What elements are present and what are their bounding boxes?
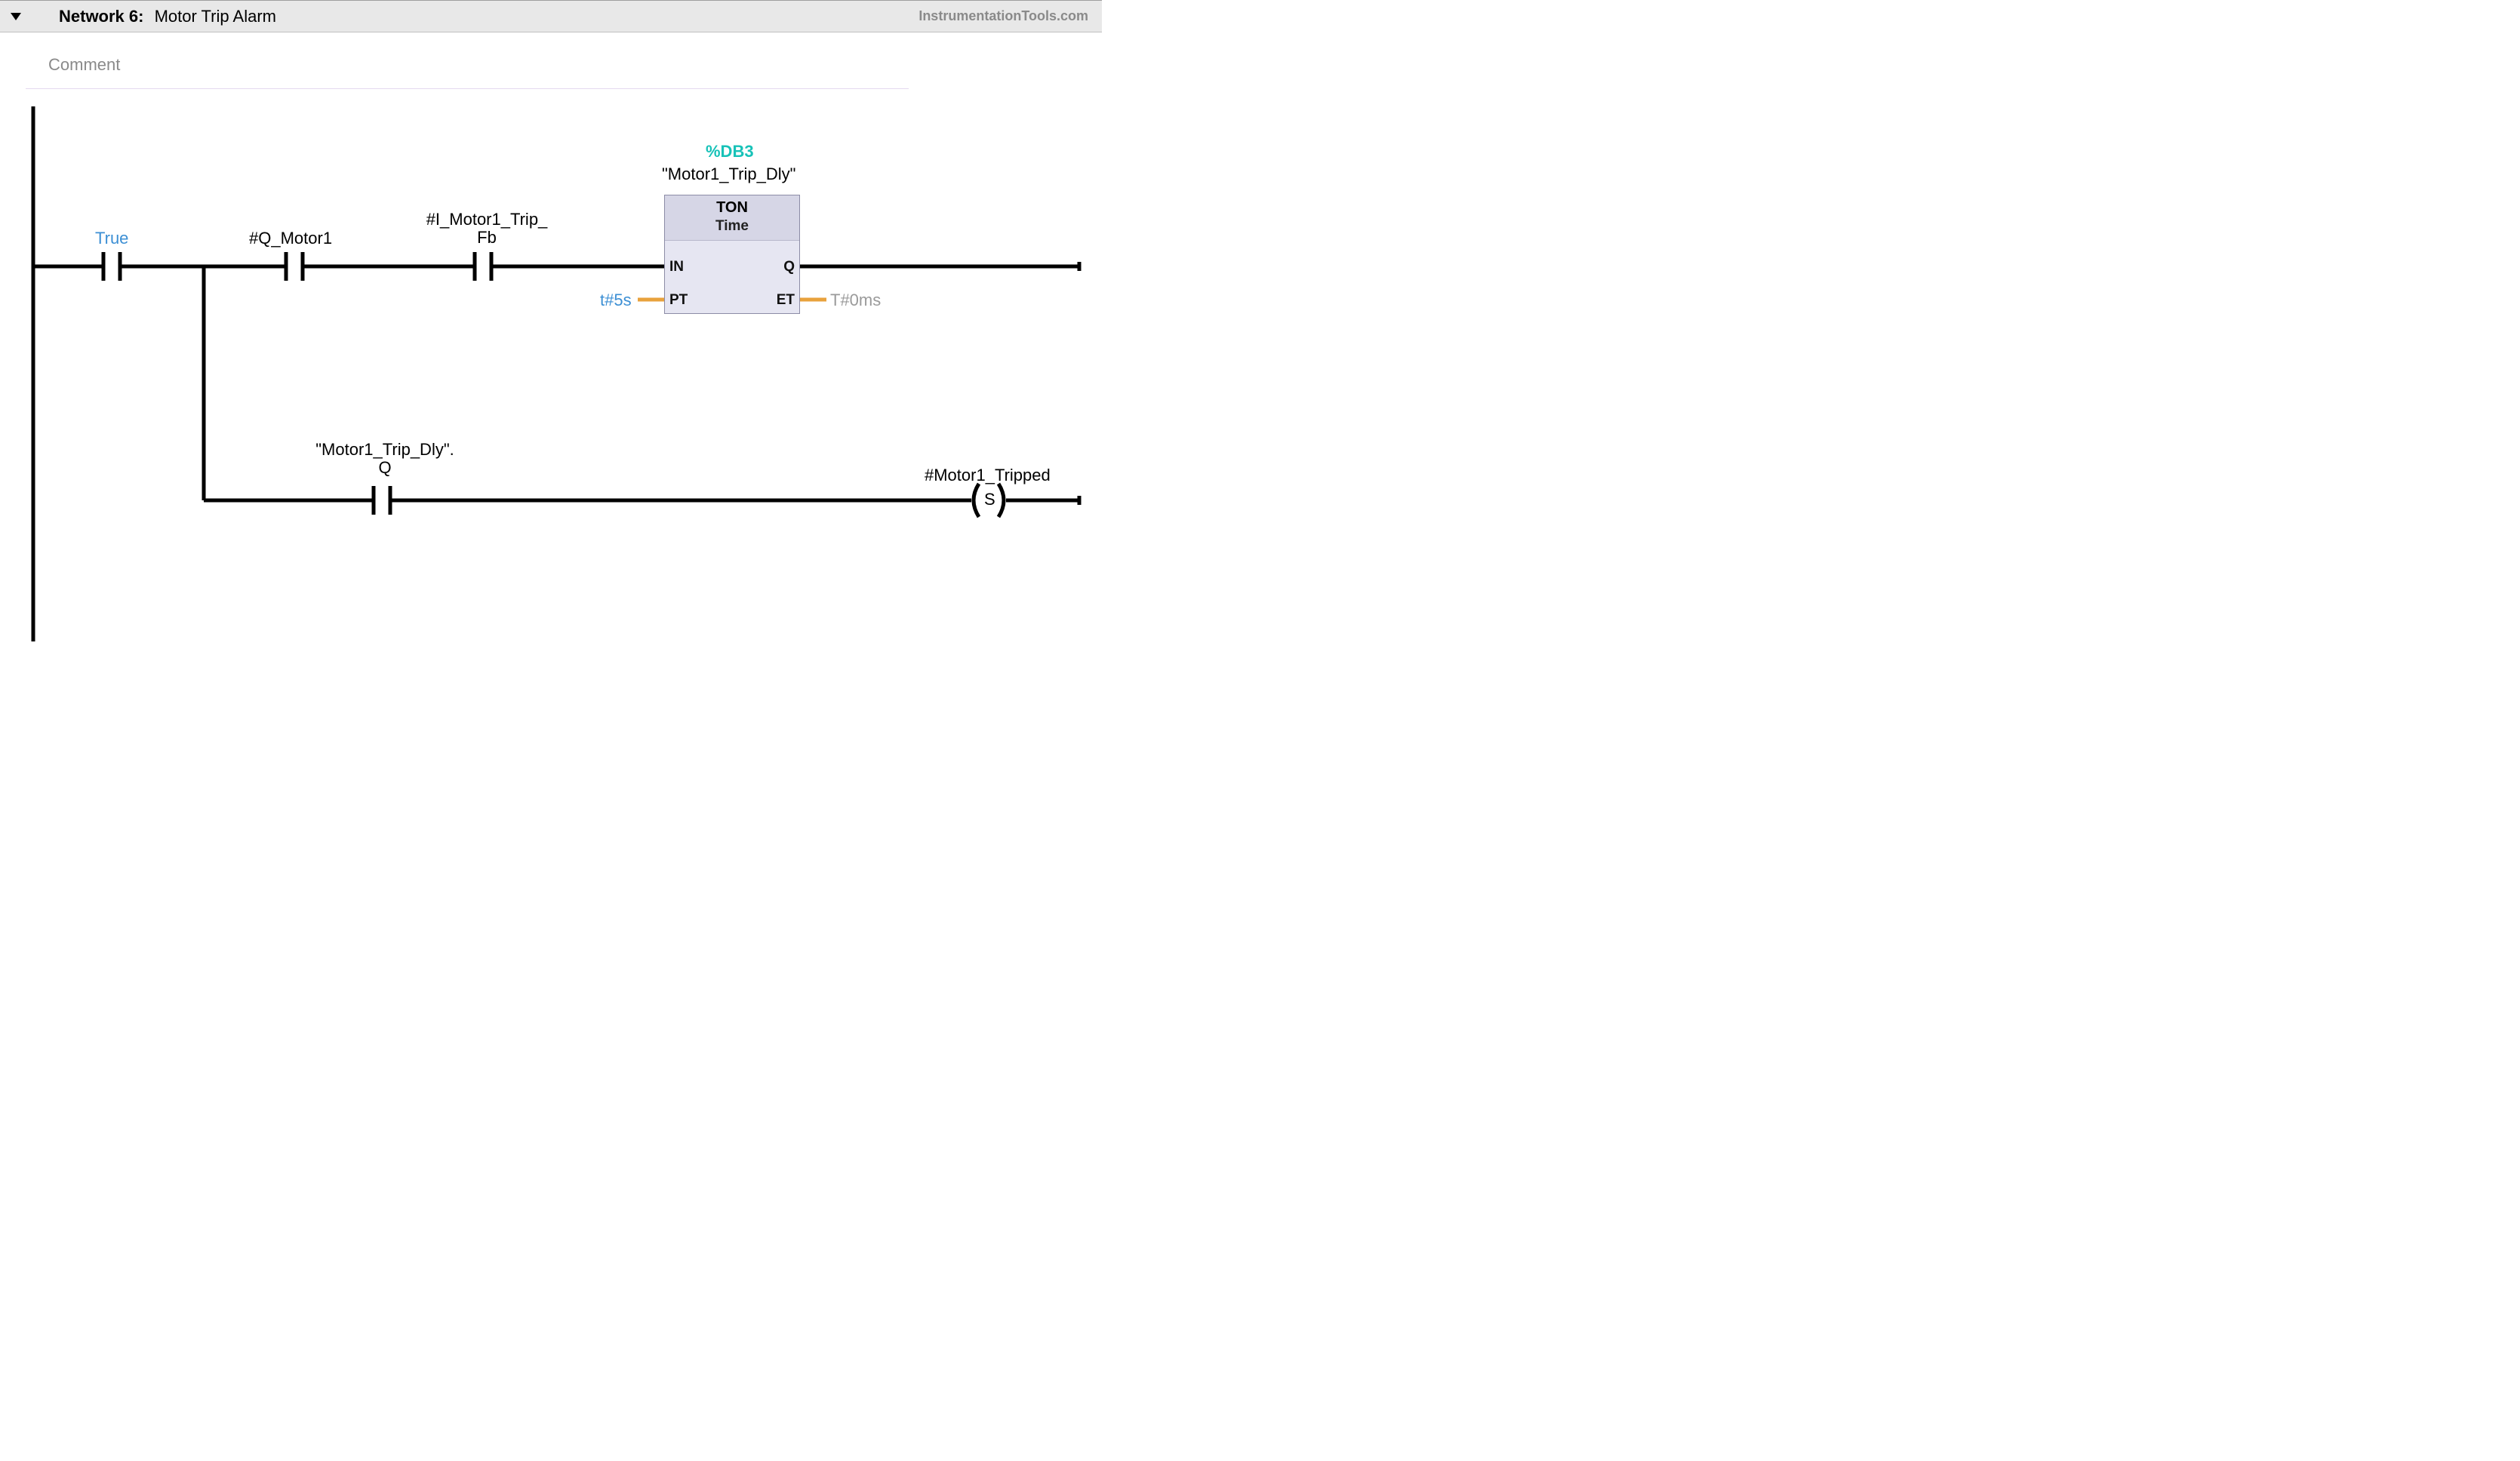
coil-motor-tripped-label: #Motor1_Tripped [925, 466, 1051, 485]
ton-pin-pt: PT [669, 292, 688, 309]
coil-s-letter: S [984, 490, 995, 509]
ladder-diagram: True #Q_Motor1 #I_Motor1_Trip_ Fb %DB3 "… [0, 99, 1102, 641]
comment-separator [26, 88, 909, 89]
network-number: Network 6: [59, 7, 143, 26]
ton-db-label: %DB3 [706, 142, 754, 161]
ton-title: TON [716, 199, 748, 216]
contact-true-label: True [95, 229, 128, 248]
network-title: Network 6: Motor Trip Alarm [59, 7, 276, 26]
contact-tripfb-line2: Fb [477, 228, 497, 247]
ton-et-value: T#0ms [830, 291, 881, 310]
collapse-icon[interactable] [11, 13, 21, 20]
ton-pin-et: ET [777, 292, 795, 309]
contact-tripfb-label: #I_Motor1_Trip_ Fb [423, 211, 551, 247]
ton-name-label: "Motor1_Trip_Dly" [662, 165, 795, 184]
ton-pin-in: IN [669, 259, 684, 275]
ton-block[interactable]: TON Time IN Q PT ET [664, 195, 800, 314]
network-header-bar: Network 6: Motor Trip Alarm Instrumentat… [0, 1, 1102, 32]
comment-area[interactable]: Comment [0, 32, 1102, 87]
comment-placeholder: Comment [48, 55, 120, 75]
ton-pin-q: Q [783, 259, 795, 275]
ladder-svg [0, 99, 1102, 641]
ton-pt-value[interactable]: t#5s [600, 291, 632, 310]
watermark-text: InstrumentationTools.com [918, 8, 1088, 24]
contact-dlyq-line1: "Motor1_Trip_Dly". [315, 440, 454, 459]
ton-subtitle: Time [665, 218, 799, 235]
contact-dlyq-line2: Q [378, 458, 391, 477]
ton-header: TON Time [665, 195, 799, 241]
contact-qmotor1-label: #Q_Motor1 [249, 229, 332, 248]
network-subtitle: Motor Trip Alarm [155, 7, 276, 26]
ladder-network-panel: Network 6: Motor Trip Alarm Instrumentat… [0, 0, 1102, 641]
contact-tripfb-line1: #I_Motor1_Trip_ [426, 210, 548, 229]
contact-dlyq-label: "Motor1_Trip_Dly". Q [302, 441, 468, 477]
